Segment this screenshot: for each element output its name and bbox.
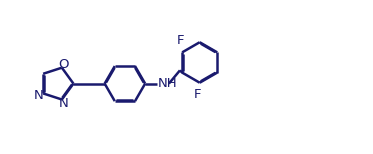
Text: N: N xyxy=(34,89,44,102)
Text: F: F xyxy=(194,88,201,101)
Text: O: O xyxy=(59,58,69,71)
Text: NH: NH xyxy=(158,77,178,90)
Text: F: F xyxy=(177,34,185,47)
Text: N: N xyxy=(59,97,69,110)
